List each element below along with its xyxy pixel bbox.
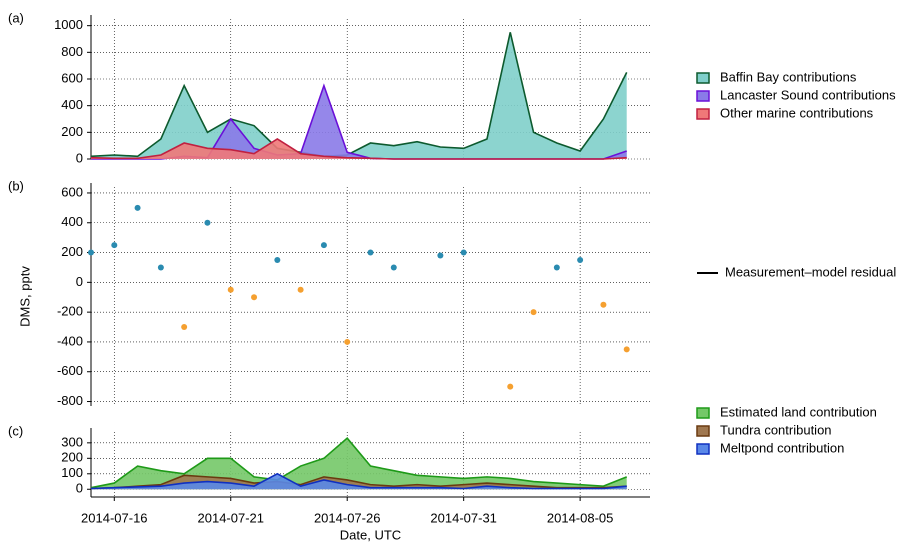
- residual-point: [577, 257, 584, 263]
- residual-point: [134, 204, 141, 211]
- legend-swatch: [696, 443, 710, 455]
- residual-point: [297, 286, 304, 293]
- y-tick-label: 200: [61, 244, 83, 259]
- legend-label: Estimated land contribution: [720, 404, 877, 419]
- y-tick-label: 0: [76, 481, 83, 496]
- panel-label: (c): [8, 423, 23, 438]
- residual-point: [181, 324, 188, 331]
- residual-point: [320, 242, 327, 249]
- residual-point: [437, 252, 444, 259]
- y-tick-label: 0: [76, 150, 83, 165]
- y-tick-label: 400: [61, 214, 83, 229]
- y-tick-label: 600: [61, 184, 83, 199]
- legend-swatch: [696, 72, 710, 84]
- legend-label: Tundra contribution: [720, 422, 832, 437]
- area-fill: [91, 85, 627, 159]
- y-tick-label: 1000: [54, 17, 83, 32]
- area-fill: [91, 32, 627, 160]
- residual-point: [553, 264, 560, 271]
- y-tick-label: 100: [61, 465, 83, 480]
- legend-swatch: [696, 407, 710, 419]
- legend-label: Lancaster Sound contributions: [720, 87, 896, 102]
- legend-swatch: [696, 425, 710, 437]
- area-edge: [90, 474, 627, 490]
- x-tick-label: 2014-07-16: [81, 510, 148, 525]
- residual-point: [367, 249, 374, 256]
- x-tick-label: 2014-07-26: [314, 510, 381, 525]
- area-edge: [90, 472, 627, 490]
- legend-label: Other marine contributions: [720, 105, 874, 120]
- residual-point: [460, 249, 467, 256]
- residual-point: [530, 309, 537, 316]
- legend-swatch: [696, 90, 710, 102]
- x-tick-label: 2014-07-21: [198, 510, 265, 525]
- residual-point: [111, 242, 118, 249]
- y-tick-label: -800: [57, 393, 83, 408]
- area-edge: [90, 437, 628, 489]
- x-tick-label: 2014-07-31: [430, 510, 497, 525]
- residual-point: [251, 294, 258, 301]
- residual-point: [600, 301, 607, 308]
- y-tick-label: 300: [61, 434, 83, 449]
- y-tick-label: -600: [57, 363, 83, 378]
- y-tick-label: 200: [61, 124, 83, 139]
- residual-point: [274, 257, 281, 263]
- residual-point: [204, 219, 211, 226]
- panel-label: (a): [8, 10, 24, 25]
- x-axis-title: Date, UTC: [340, 527, 401, 542]
- area-fill: [91, 438, 627, 490]
- y-tick-label: -200: [57, 304, 83, 319]
- y-tick-label: -400: [57, 333, 83, 348]
- residual-point: [88, 249, 94, 256]
- area-edge: [90, 138, 627, 160]
- legend-label: Measurement–model residual: [725, 264, 896, 279]
- residual-point: [227, 286, 234, 293]
- y-tick-label: 600: [61, 70, 83, 85]
- y-axis-title: DMS, pptv: [17, 266, 32, 327]
- y-tick-label: 800: [61, 44, 83, 59]
- residual-point: [623, 346, 630, 353]
- y-tick-label: 200: [61, 450, 83, 465]
- y-tick-label: 400: [61, 97, 83, 112]
- area-fill: [91, 139, 627, 159]
- legend-swatch: [696, 108, 710, 120]
- residual-point: [390, 264, 397, 271]
- panel-label: (b): [8, 178, 24, 193]
- residual-point: [344, 338, 351, 345]
- residual-point: [507, 383, 514, 390]
- x-tick-label: 2014-08-05: [547, 510, 614, 525]
- legend-label: Meltpond contribution: [720, 440, 844, 455]
- area-edge: [90, 32, 628, 158]
- area-fill: [91, 473, 627, 490]
- residual-point: [157, 264, 164, 271]
- legend-label: Baffin Bay contributions: [720, 69, 857, 84]
- y-tick-label: 0: [76, 274, 83, 289]
